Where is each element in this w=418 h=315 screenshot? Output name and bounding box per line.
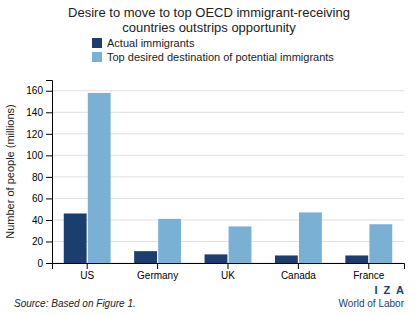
y-tick-mark [46, 91, 52, 92]
y-tick-label: 120 [26, 129, 43, 140]
x-tick: Canada [281, 263, 316, 281]
bar [275, 255, 298, 263]
grid-line [52, 90, 404, 91]
x-tick: France [353, 263, 385, 281]
legend-swatch [92, 38, 102, 48]
bar [88, 93, 111, 263]
y-tick: 40 [32, 215, 52, 226]
y-tick-label: 0 [37, 258, 43, 269]
x-tick-mark [368, 263, 369, 269]
legend-label: Top desired destination of potential imm… [107, 51, 334, 63]
bar [205, 254, 228, 263]
y-tick-mark [46, 263, 52, 264]
x-tick: UK [221, 263, 235, 281]
y-axis: 0 20 40 60 80 100 120 140 160 [26, 81, 52, 269]
y-tick-mark [46, 177, 52, 178]
series [88, 93, 392, 263]
bar [229, 226, 252, 263]
legend: Actual immigrants Top desired destination… [92, 37, 334, 63]
y-tick-mark [46, 112, 52, 113]
bars [64, 93, 392, 263]
bar [134, 251, 157, 263]
bar [64, 213, 87, 263]
y-tick: 0 [37, 258, 52, 269]
x-axis-line [53, 264, 405, 270]
x-tick-mark [228, 263, 229, 269]
y-tick-label: 80 [32, 172, 44, 183]
plot: 0 20 40 60 80 100 120 140 160 US Germany UK Canada Fr… [26, 81, 404, 282]
annotation: I Z A [374, 284, 404, 296]
title: Desire to move to top OECD immigrant-rec… [68, 5, 350, 35]
y-tick-mark [46, 134, 52, 135]
y-tick-label: 20 [32, 236, 44, 247]
bar [369, 224, 392, 263]
y-tick-label: 100 [26, 150, 43, 161]
legend-item: Actual immigrants [92, 37, 195, 49]
x-tick-label: France [353, 270, 385, 281]
bar [158, 219, 181, 263]
annotation: Source: Based on Figure 1. [14, 298, 136, 309]
y-axis-line [46, 81, 53, 264]
annotation: World of Labor [339, 298, 405, 309]
grid [52, 91, 404, 263]
bar [299, 212, 322, 263]
y-tick-mark [46, 198, 52, 199]
y-tick: 80 [32, 172, 52, 183]
y-tick: 20 [32, 236, 52, 247]
y-tick: 120 [26, 129, 52, 140]
y-tick-label: 140 [26, 107, 43, 118]
chart: Desire to move to top OECD immigrant-rec… [0, 0, 418, 315]
y-tick-label: 40 [32, 215, 44, 226]
y-axis-title: Number of people (millions) [4, 104, 16, 239]
x-tick-mark [87, 263, 88, 269]
x-tick: US [80, 263, 94, 281]
y-tick: 100 [26, 150, 52, 161]
x-axis: US Germany UK Canada France [53, 263, 405, 281]
bar [345, 255, 368, 263]
x-tick-label: Canada [281, 270, 316, 281]
x-tick-label: Germany [137, 270, 178, 281]
y-tick: 160 [26, 85, 52, 96]
y-tick: 140 [26, 107, 52, 118]
x-tick-mark [157, 263, 158, 269]
y-tick: 60 [32, 193, 52, 204]
legend-label: Actual immigrants [107, 37, 195, 49]
y-tick-mark [46, 241, 52, 242]
y-tick-mark [46, 155, 52, 156]
y-tick-label: 160 [26, 85, 43, 96]
x-tick-label: US [80, 270, 94, 281]
x-tick-label: UK [221, 270, 235, 281]
legend-swatch [92, 52, 102, 62]
y-tick-label: 60 [32, 193, 44, 204]
x-tick: Germany [137, 263, 178, 281]
x-tick-mark [298, 263, 299, 269]
legend-item: Top desired destination of potential imm… [92, 51, 334, 63]
y-tick-mark [46, 220, 52, 221]
